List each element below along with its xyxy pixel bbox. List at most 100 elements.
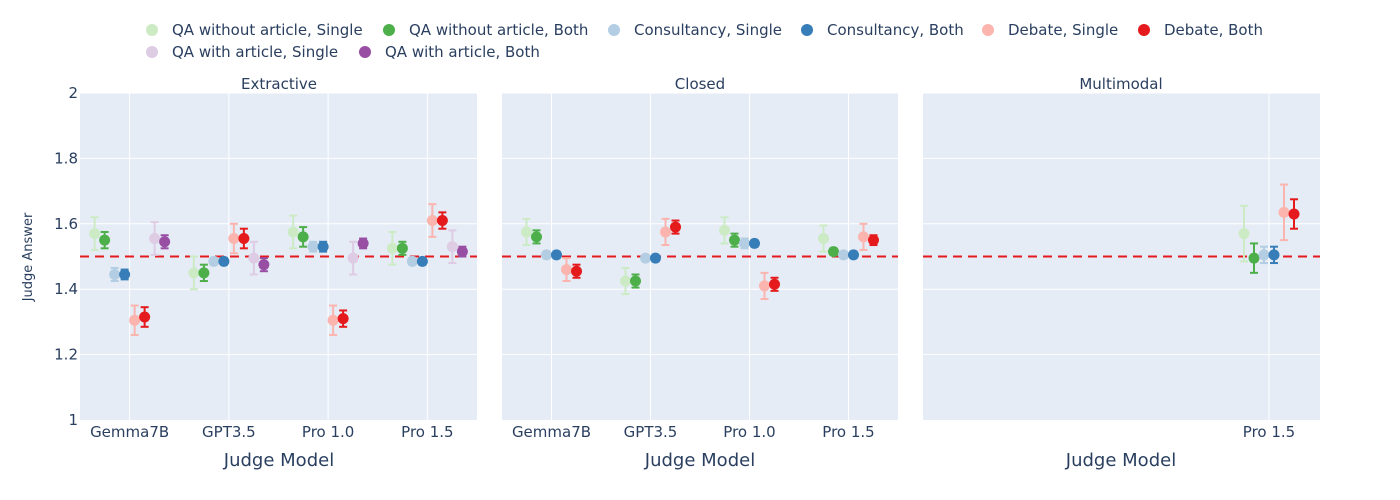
data-marker	[561, 264, 572, 276]
legend-item[interactable]: Debate, Both	[1138, 21, 1263, 39]
data-marker	[426, 215, 438, 227]
data-point[interactable]	[630, 273, 641, 289]
data-marker	[571, 265, 582, 277]
data-point[interactable]	[1248, 242, 1260, 274]
data-point[interactable]	[208, 255, 220, 267]
data-point[interactable]	[759, 271, 770, 301]
data-point[interactable]	[640, 252, 651, 264]
data-point[interactable]	[159, 234, 171, 250]
data-point[interactable]	[258, 257, 270, 273]
data-point[interactable]	[670, 219, 681, 235]
data-marker	[620, 275, 631, 287]
data-point[interactable]	[1258, 245, 1270, 265]
data-point[interactable]	[1238, 204, 1250, 263]
data-point[interactable]	[396, 240, 408, 256]
legend-item[interactable]: QA without article, Single	[146, 21, 363, 39]
data-point[interactable]	[129, 304, 141, 336]
data-marker	[858, 231, 869, 243]
data-point[interactable]	[541, 249, 552, 261]
data-point[interactable]	[521, 217, 532, 247]
legend-label: Consultancy, Both	[827, 21, 964, 39]
data-point[interactable]	[198, 263, 210, 283]
data-point[interactable]	[868, 234, 879, 247]
x-tick-label: Pro 1.5	[401, 423, 453, 441]
panels: Extractive Gemma7B GPT3.5 Pro 1.0 Pro 1.5 Jud…	[54, 75, 1320, 471]
data-point[interactable]	[99, 230, 111, 250]
data-point[interactable]	[729, 232, 740, 248]
x-tick-label: Gemma7B	[90, 423, 169, 441]
data-point[interactable]	[650, 252, 661, 264]
data-point[interactable]	[446, 229, 458, 265]
data-marker	[248, 252, 260, 264]
data-marker	[446, 241, 458, 253]
legend: QA without article, Single QA without art…	[146, 21, 1263, 61]
legend-item[interactable]: QA with article, Both	[359, 43, 540, 61]
data-point[interactable]	[571, 263, 582, 279]
data-point[interactable]	[551, 249, 562, 261]
data-point[interactable]	[456, 245, 468, 258]
legend-item[interactable]: QA without article, Both	[383, 21, 588, 39]
data-point[interactable]	[769, 276, 780, 292]
data-point[interactable]	[89, 216, 101, 251]
data-point[interactable]	[297, 226, 309, 248]
legend-item[interactable]: Consultancy, Single	[608, 21, 782, 39]
legend-item[interactable]: QA with article, Single	[146, 43, 338, 61]
panel-title: Extractive	[241, 75, 317, 93]
data-marker	[739, 237, 750, 249]
data-point[interactable]	[531, 229, 542, 245]
data-point[interactable]	[838, 249, 849, 261]
data-point[interactable]	[620, 266, 631, 296]
data-point[interactable]	[228, 222, 240, 255]
data-marker	[218, 255, 230, 267]
data-point[interactable]	[188, 255, 200, 291]
panel-title: Closed	[675, 75, 725, 93]
data-marker	[297, 231, 309, 243]
data-point[interactable]	[337, 309, 349, 328]
data-point[interactable]	[307, 240, 319, 253]
data-marker	[258, 259, 270, 271]
data-point[interactable]	[218, 255, 230, 267]
legend-marker	[146, 24, 158, 36]
data-marker	[640, 252, 651, 264]
data-point[interactable]	[818, 224, 829, 253]
data-marker	[630, 275, 641, 287]
data-point[interactable]	[119, 268, 131, 281]
data-point[interactable]	[1288, 198, 1300, 230]
data-point[interactable]	[416, 255, 428, 267]
data-point[interactable]	[357, 237, 369, 250]
data-point[interactable]	[858, 222, 869, 251]
data-point[interactable]	[139, 306, 151, 328]
data-point[interactable]	[749, 237, 760, 249]
data-point[interactable]	[109, 266, 121, 283]
data-point[interactable]	[1278, 183, 1290, 242]
legend-item[interactable]: Debate, Single	[982, 21, 1118, 39]
data-point[interactable]	[561, 257, 572, 283]
data-point[interactable]	[287, 214, 299, 250]
data-point[interactable]	[436, 211, 448, 230]
data-point[interactable]	[327, 304, 339, 336]
legend-marker	[1138, 24, 1150, 36]
data-point[interactable]	[386, 230, 398, 266]
data-point[interactable]	[238, 227, 250, 250]
data-marker	[521, 226, 532, 238]
data-point[interactable]	[347, 240, 359, 276]
data-point[interactable]	[660, 217, 671, 247]
data-point[interactable]	[739, 237, 750, 250]
data-marker	[436, 215, 448, 227]
data-marker	[749, 237, 760, 249]
data-point[interactable]	[848, 249, 859, 261]
data-point[interactable]	[426, 203, 438, 238]
data-point[interactable]	[719, 216, 730, 245]
legend-item[interactable]: Consultancy, Both	[801, 21, 964, 39]
data-point[interactable]	[828, 246, 839, 258]
data-point[interactable]	[1268, 245, 1280, 265]
legend-marker	[383, 24, 395, 36]
data-point[interactable]	[248, 240, 260, 276]
data-point[interactable]	[149, 221, 161, 256]
x-tick-label: Pro 1.5	[1243, 423, 1295, 441]
data-point[interactable]	[317, 240, 329, 253]
data-marker	[759, 280, 770, 292]
data-point[interactable]	[406, 255, 418, 267]
data-marker	[188, 267, 200, 279]
x-axis-label: Judge Model	[644, 450, 755, 471]
